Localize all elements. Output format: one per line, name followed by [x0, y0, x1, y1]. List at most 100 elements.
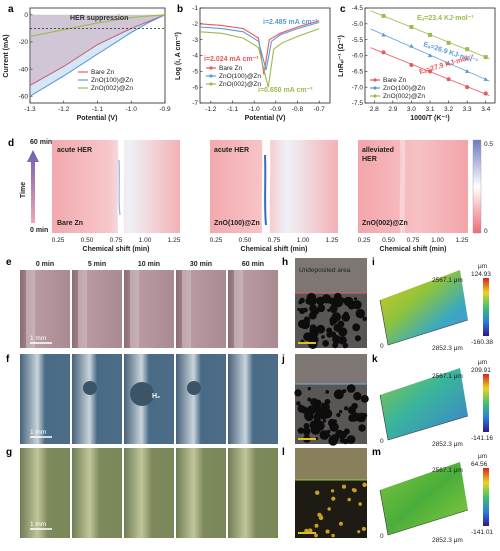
- deposit: [296, 401, 301, 406]
- deposit: [317, 512, 322, 517]
- time-axis-label: Time: [20, 182, 27, 198]
- surface-3d: [380, 270, 468, 345]
- x-tick-label: 1.25: [168, 237, 181, 244]
- deposit: [303, 431, 310, 437]
- deposit: [327, 507, 331, 511]
- h2-bubble: [130, 382, 154, 406]
- series-line: [29, 14, 166, 38]
- deposit: [314, 411, 322, 419]
- electrode-edge: [130, 270, 139, 348]
- deposit: [322, 419, 327, 423]
- surface-axes: [379, 394, 469, 441]
- deposit: [353, 297, 358, 301]
- data-point: [446, 40, 451, 45]
- panel-letter: l: [282, 447, 285, 458]
- deposit: [337, 320, 345, 328]
- y-tick-label: -5: [192, 69, 198, 76]
- panel-letter: m: [372, 447, 381, 458]
- deposit: [299, 297, 305, 304]
- deposit: [347, 497, 351, 502]
- height-colorbar: [483, 374, 489, 432]
- deposit: [326, 331, 333, 338]
- panel-letter: b: [177, 4, 183, 15]
- deposit: [346, 384, 356, 393]
- y-tick-label: -4: [192, 53, 198, 60]
- panel-h: h Undeposited area: [282, 257, 367, 350]
- h2-bubble: [187, 381, 201, 395]
- panel-letter: f: [6, 354, 10, 365]
- scale-bar: [298, 342, 316, 344]
- deposit: [325, 389, 330, 394]
- panel-d: d 60 min 0 min Time acute HER Bare Zn ac…: [8, 138, 493, 253]
- deposit: [294, 389, 302, 397]
- scale-bar: [298, 532, 316, 534]
- y-tick-label: -5.5: [352, 37, 364, 44]
- optical-frame: [176, 448, 226, 538]
- map-sample: ZnO(002)@Zn: [362, 220, 408, 227]
- x-tick-label: 3.3: [463, 106, 472, 113]
- deposit: [304, 528, 309, 534]
- deposit: [348, 414, 356, 422]
- deposit: [315, 490, 320, 495]
- deposit: [361, 526, 366, 531]
- y-tick-label: -5.0: [352, 21, 364, 28]
- x-tick-label: 1.00: [431, 237, 444, 244]
- y-axis-label: Current (mA): [3, 34, 10, 77]
- deposit: [343, 343, 349, 348]
- panel-letter: e: [6, 257, 12, 268]
- deposit: [344, 406, 349, 411]
- panel-j: j: [281, 354, 369, 446]
- colorbar-min: 0: [484, 228, 488, 235]
- origin: 0: [380, 343, 384, 350]
- deposit: [332, 335, 342, 345]
- series-area: [30, 14, 165, 86]
- colorbar-max: 0.5: [484, 141, 493, 148]
- y-tick-label: -7.5: [352, 100, 364, 107]
- legend-entry: ZnO(100)@Zn: [383, 85, 425, 92]
- legend-entry: ZnO(002)@Zn: [383, 93, 425, 100]
- deposit: [309, 296, 318, 304]
- legend-marker: [373, 86, 377, 90]
- legend-entry: Bare Zn: [219, 65, 243, 72]
- optical-frame: [228, 354, 278, 444]
- deposit: [321, 335, 325, 339]
- optical-frame: [20, 354, 70, 444]
- map-streak: [399, 140, 406, 233]
- x-tick-label: 0.50: [239, 237, 252, 244]
- deposit: [338, 327, 348, 337]
- deposit: [344, 428, 348, 432]
- optical-frame: [124, 448, 174, 538]
- deposit: [362, 413, 368, 418]
- fit-line: [370, 47, 490, 96]
- legend-entry: ZnO(100)@Zn: [219, 73, 261, 80]
- scale-bar-label: 1 mm: [30, 429, 46, 436]
- x-tick-label: 0.75: [407, 237, 420, 244]
- annotation-zno002: i=0.650 mA cm⁻²: [258, 87, 313, 94]
- deposit: [316, 296, 325, 306]
- y-tick-label: -7: [192, 100, 198, 107]
- deposit: [322, 339, 329, 347]
- y-axis-label: Log (i, A cm⁻²): [175, 32, 182, 80]
- x-tick-label: 1.00: [297, 237, 310, 244]
- optical-frame: [20, 448, 70, 538]
- y-tick-label: -6.5: [352, 69, 364, 76]
- h2-bubble: [83, 381, 97, 395]
- dim-y: 2567.1 μm: [432, 467, 463, 474]
- x-tick-label: 2.8: [370, 106, 379, 113]
- deposit: [297, 428, 301, 432]
- panel-i: i 2567.1 μm 2852.3 μm 0 μm 124.93 -160.3…: [372, 257, 493, 352]
- map-state: acute HER: [214, 147, 249, 154]
- legend-entry: ZnO(100)@Zn: [91, 77, 133, 84]
- x-tick-label: -1.0: [126, 106, 138, 113]
- x-tick-label: -1.3: [24, 106, 36, 113]
- map-state-line2: HER: [362, 156, 377, 163]
- deposit: [352, 300, 362, 310]
- x-axis-label: Potential (V): [245, 115, 286, 122]
- y-tick-label: -60: [19, 93, 29, 100]
- time-arrow: [27, 150, 39, 223]
- deposit: [342, 438, 349, 445]
- legend-marker: [373, 94, 377, 98]
- deposit: [329, 304, 338, 314]
- deposit: [307, 397, 312, 402]
- map-state-line1: alleviated: [362, 147, 394, 154]
